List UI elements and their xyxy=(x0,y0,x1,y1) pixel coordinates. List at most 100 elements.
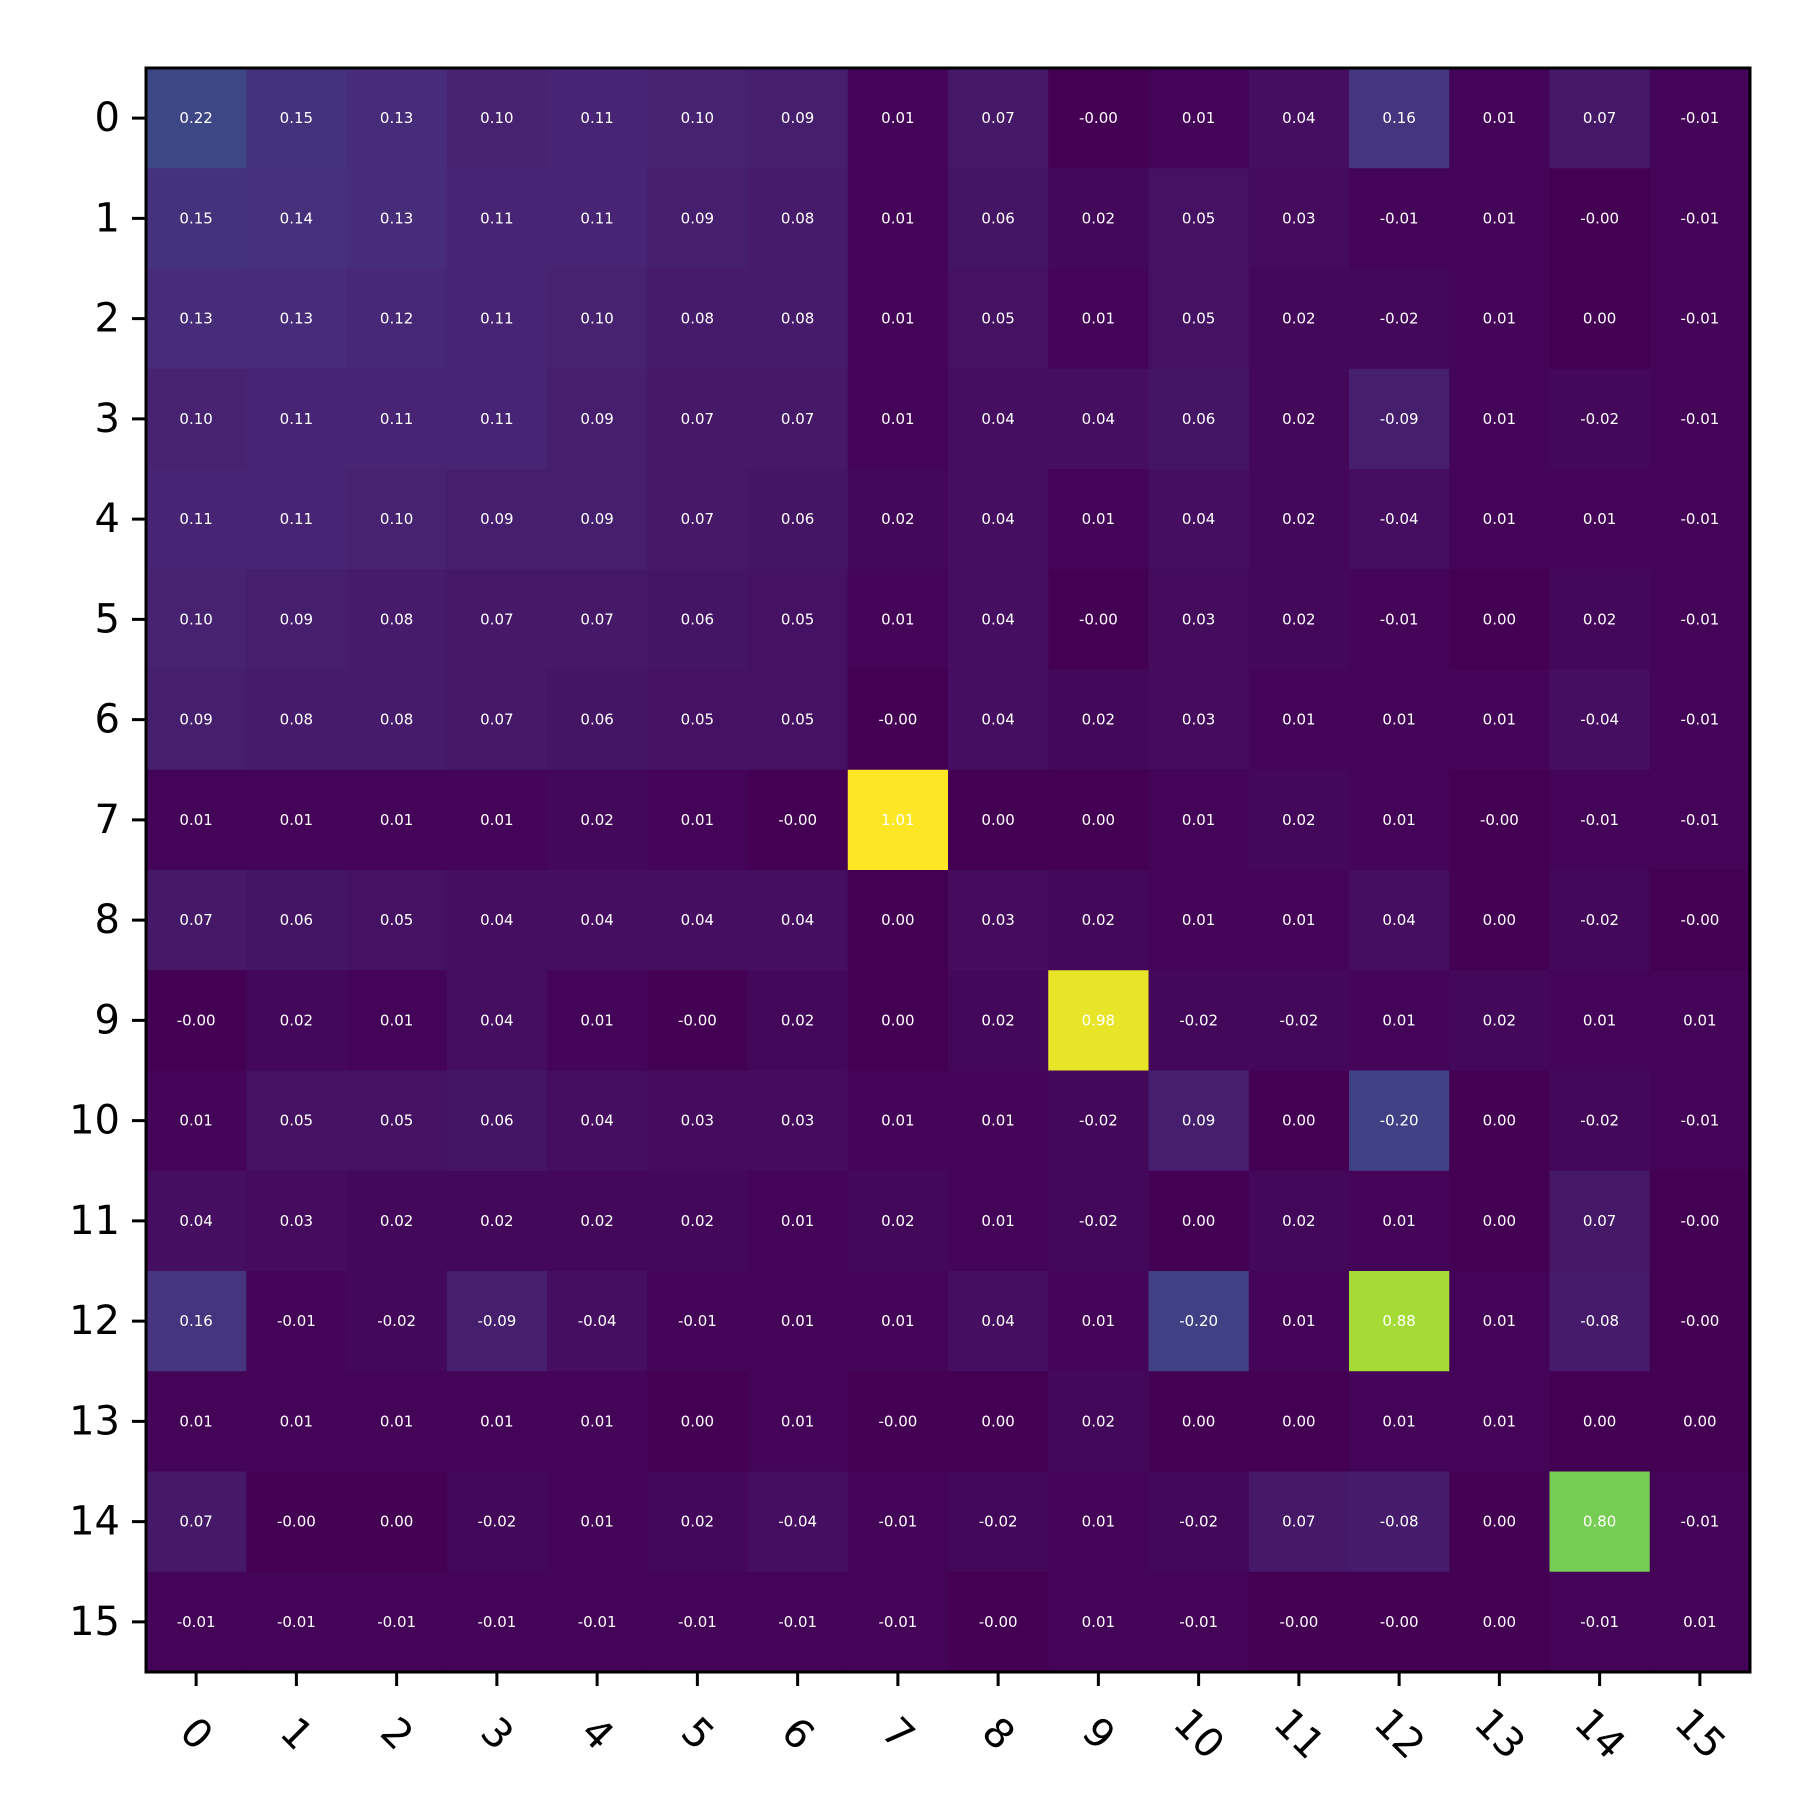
cell-value-label: 0.01 xyxy=(781,1412,814,1430)
cell-value-label: 0.01 xyxy=(1182,811,1215,829)
heatmap-cell xyxy=(547,1271,648,1372)
cell-value-label: 0.01 xyxy=(681,811,714,829)
cell-value-label: -0.00 xyxy=(277,1513,316,1531)
cell-value-label: 0.00 xyxy=(981,811,1014,829)
heatmap-cell xyxy=(1248,68,1350,169)
cell-value-label: 0.01 xyxy=(1483,209,1516,227)
cell-value-label: 0.04 xyxy=(580,1112,613,1130)
cell-value-label: 0.04 xyxy=(781,911,814,929)
cell-value-label: -0.00 xyxy=(1279,1613,1318,1631)
heatmap-cell xyxy=(747,1371,849,1472)
cell-value-label: -0.01 xyxy=(1680,711,1719,729)
heatmap-cell xyxy=(1048,1271,1149,1372)
cell-value-label: 0.01 xyxy=(1182,911,1215,929)
heatmap-cell xyxy=(547,1571,648,1673)
heatmap-cell xyxy=(747,268,849,370)
cell-value-label: -0.01 xyxy=(1179,1613,1218,1631)
cell-value-label: -0.00 xyxy=(1480,811,1519,829)
heatmap-cell xyxy=(246,569,347,670)
heatmap-cell xyxy=(1649,1070,1751,1172)
heatmap-cell xyxy=(1649,569,1751,670)
cell-value-label: 0.03 xyxy=(981,911,1014,929)
heatmap-cell xyxy=(847,1571,949,1673)
cell-value-label: 0.01 xyxy=(580,1412,613,1430)
heatmap-cell xyxy=(747,469,849,570)
heatmap-cell xyxy=(647,268,748,370)
heatmap-cell xyxy=(1048,68,1149,169)
heatmap-cell xyxy=(847,368,949,470)
heatmap-cell xyxy=(1248,1371,1350,1472)
heatmap-cell xyxy=(948,569,1049,670)
heatmap-cell xyxy=(547,870,648,971)
cell-value-label: 0.11 xyxy=(280,510,313,528)
cell-value-label: -0.02 xyxy=(1380,310,1419,328)
heatmap-cell xyxy=(446,569,548,670)
heatmap-cell xyxy=(1549,1170,1651,1272)
heatmap-cell xyxy=(1549,870,1651,971)
heatmap-cell xyxy=(1549,1271,1651,1372)
heatmap-cell xyxy=(346,1170,448,1272)
cell-value-label: 0.80 xyxy=(1583,1513,1616,1531)
heatmap-cell xyxy=(1449,870,1550,971)
heatmap-cell xyxy=(446,1271,548,1372)
cell-value-label: 0.01 xyxy=(179,1112,212,1130)
cell-value-label: 0.08 xyxy=(781,209,814,227)
cell-value-label: 0.00 xyxy=(1583,310,1616,328)
cell-value-label: 0.09 xyxy=(280,610,313,628)
y-tick-label: 12 xyxy=(69,1298,120,1344)
heatmap-cell xyxy=(1549,1371,1651,1472)
cell-value-label: 0.01 xyxy=(179,1412,212,1430)
heatmap-cell xyxy=(246,1471,347,1573)
cell-value-label: 0.16 xyxy=(179,1312,212,1330)
cell-value-label: 0.08 xyxy=(280,711,313,729)
cell-value-label: 0.06 xyxy=(580,711,613,729)
heatmap-cell xyxy=(647,669,748,771)
heatmap-cell xyxy=(146,1471,247,1573)
cell-value-label: 0.03 xyxy=(781,1112,814,1130)
cell-value-label: -0.00 xyxy=(678,1011,717,1029)
heatmap-cell xyxy=(1349,168,1450,269)
heatmap-cell xyxy=(146,1271,247,1372)
cell-value-label: 0.04 xyxy=(1082,410,1115,428)
heatmap-cell xyxy=(1349,669,1450,771)
heatmap-cell xyxy=(647,769,748,871)
heatmap-cell xyxy=(1649,970,1751,1071)
cell-value-label: 0.01 xyxy=(1382,811,1415,829)
heatmap-cell xyxy=(1649,68,1751,169)
heatmap-cell xyxy=(146,469,247,570)
cell-value-label: 0.07 xyxy=(1282,1513,1315,1531)
cell-value-label: 0.00 xyxy=(1583,1412,1616,1430)
heatmap-cell xyxy=(1649,168,1751,269)
heatmap-cell xyxy=(1649,669,1751,771)
cell-value-label: 0.02 xyxy=(1282,310,1315,328)
cell-value-label: 0.04 xyxy=(480,1011,513,1029)
cell-value-label: -0.09 xyxy=(477,1312,516,1330)
cell-value-label: 0.06 xyxy=(981,209,1014,227)
heatmap-cell xyxy=(647,870,748,971)
cell-value-label: 0.03 xyxy=(1182,610,1215,628)
cell-value-label: 0.04 xyxy=(580,911,613,929)
cell-value-label: 0.01 xyxy=(480,811,513,829)
cell-value-label: -0.02 xyxy=(1279,1011,1318,1029)
cell-value-label: 0.98 xyxy=(1082,1011,1115,1029)
heatmap-cell xyxy=(1349,769,1450,871)
cell-value-label: 0.01 xyxy=(1382,1212,1415,1230)
cell-value-label: 0.05 xyxy=(1182,209,1215,227)
heatmap-cell xyxy=(446,168,548,269)
heatmap-cell xyxy=(747,1271,849,1372)
cell-value-label: -0.00 xyxy=(1380,1613,1419,1631)
cell-value-label: -0.01 xyxy=(1680,109,1719,127)
heatmap-cell xyxy=(1148,769,1250,871)
heatmap-cell xyxy=(1349,569,1450,670)
heatmap-cell xyxy=(847,1271,949,1372)
heatmap-cell xyxy=(146,970,247,1071)
cell-value-label: 0.13 xyxy=(380,109,413,127)
heatmap-cell xyxy=(847,268,949,370)
cell-value-label: -0.09 xyxy=(1380,410,1419,428)
cell-value-label: 0.01 xyxy=(280,1412,313,1430)
heatmap-cell xyxy=(1248,870,1350,971)
cell-value-label: 0.12 xyxy=(380,310,413,328)
cell-value-label: -0.00 xyxy=(1079,109,1118,127)
heatmap-cell xyxy=(1148,68,1250,169)
